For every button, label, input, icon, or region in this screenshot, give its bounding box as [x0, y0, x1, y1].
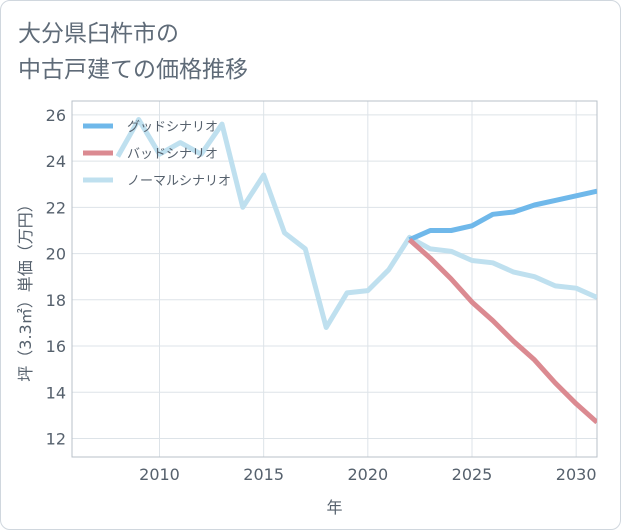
- y-tick-label: 22: [46, 198, 66, 217]
- y-tick-label: 14: [46, 383, 66, 402]
- plot-frame: [71, 100, 598, 458]
- chart-title-line-2: 中古戸建ての価格推移: [18, 57, 248, 83]
- series-line-2: [115, 117, 597, 330]
- y-tick-label: 26: [46, 106, 66, 125]
- y-tick-label: 12: [46, 430, 66, 449]
- legend-label-2: ノーマルシナリオ: [127, 174, 231, 189]
- x-tick-label: 2030: [556, 465, 597, 484]
- chart-title: 大分県臼杵市の 中古戸建ての価格推移: [18, 16, 248, 88]
- tick-layer: 2010 2015 2020 2025 2030 12 14 16 18 20 22 24 26: [46, 106, 597, 484]
- y-tick-label: 24: [46, 152, 66, 171]
- x-tick-label: 2025: [452, 465, 493, 484]
- grid-layer: [72, 101, 597, 457]
- y-tick-label: 18: [46, 291, 66, 310]
- x-axis-label: 年: [326, 498, 342, 517]
- y-axis-label: 坪（3.3㎡）単価（万円）: [16, 196, 35, 381]
- x-tick-label: 2020: [347, 465, 388, 484]
- x-tick-label: 2010: [139, 465, 180, 484]
- series-line-1: [407, 237, 597, 425]
- y-tick-label: 16: [46, 337, 66, 356]
- y-tick-label: 20: [46, 245, 66, 264]
- series-line-0: [408, 188, 597, 242]
- legend-label-0: グッドシナリオ: [127, 120, 218, 135]
- x-tick-label: 2015: [243, 465, 284, 484]
- legend-label-1: バッドシナリオ: [127, 147, 218, 162]
- series-layer: [115, 117, 597, 425]
- chart-title-line-1: 大分県臼杵市の: [18, 21, 179, 47]
